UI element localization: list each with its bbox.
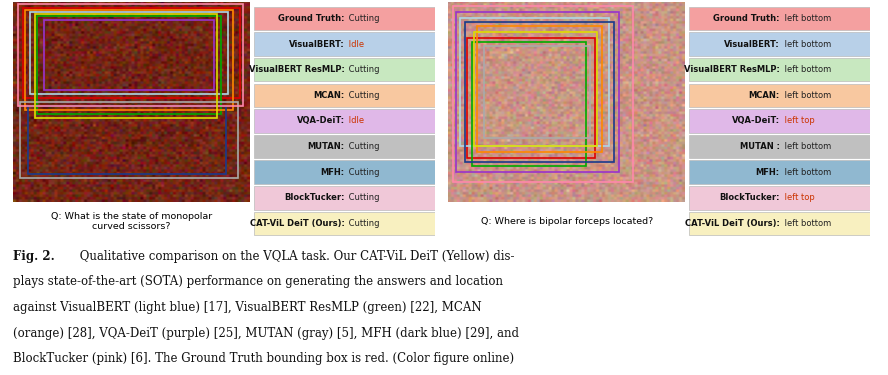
Bar (23, 8, 241, 98)
Text: Q: Where is bipolar forceps located?: Q: Where is bipolar forceps located? (480, 217, 653, 226)
Text: left top: left top (781, 116, 814, 125)
Bar (477, 26, 602, 152)
FancyBboxPatch shape (689, 7, 870, 30)
FancyBboxPatch shape (254, 7, 435, 30)
Text: BlockTucker:: BlockTucker: (719, 194, 780, 202)
Bar (28, 106, 226, 174)
FancyBboxPatch shape (689, 135, 870, 158)
Text: Cutting: Cutting (346, 194, 380, 202)
FancyBboxPatch shape (689, 186, 870, 210)
Text: left bottom: left bottom (781, 168, 831, 177)
Bar (20, 102, 238, 178)
Bar (474, 32, 598, 146)
Text: (orange) [28], VQA-DeiT (purple) [25], MUTAN (gray) [5], MFH (dark blue) [29], a: (orange) [28], VQA-DeiT (purple) [25], M… (13, 327, 519, 340)
Text: Cutting: Cutting (346, 65, 380, 74)
Bar (484, 46, 591, 138)
Text: Cutting: Cutting (346, 91, 380, 100)
Text: VQA-DeiT:: VQA-DeiT: (732, 116, 780, 125)
Text: Q: What is the state of monopolar
curved scissors?: Q: What is the state of monopolar curved… (51, 211, 212, 231)
Bar (35, 14, 217, 118)
Bar (25, 10, 234, 110)
Text: MFH:: MFH: (756, 168, 780, 177)
Text: BlockTucker:: BlockTucker: (284, 194, 345, 202)
Text: VisualBERT ResMLP:: VisualBERT ResMLP: (249, 65, 345, 74)
Bar (453, 6, 633, 183)
Text: MFH:: MFH: (321, 168, 345, 177)
FancyBboxPatch shape (689, 160, 870, 184)
Bar (456, 12, 619, 173)
Text: VisualBERT:: VisualBERT: (289, 40, 345, 49)
Text: Idle: Idle (346, 116, 365, 125)
FancyBboxPatch shape (689, 58, 870, 81)
FancyBboxPatch shape (254, 32, 435, 56)
Text: CAT-ViL DeiT (Ours):: CAT-ViL DeiT (Ours): (250, 219, 345, 228)
Text: MUTAN:: MUTAN: (307, 142, 345, 151)
FancyBboxPatch shape (254, 160, 435, 184)
Bar (44, 20, 214, 90)
Text: Cutting: Cutting (346, 219, 380, 228)
Text: left bottom: left bottom (781, 14, 831, 23)
Text: left bottom: left bottom (781, 91, 831, 100)
Text: BlockTucker (pink) [6]. The Ground Truth bounding box is red. (Color figure onli: BlockTucker (pink) [6]. The Ground Truth… (13, 352, 514, 365)
Bar (465, 22, 614, 162)
FancyBboxPatch shape (689, 211, 870, 235)
Text: left bottom: left bottom (781, 40, 831, 49)
FancyBboxPatch shape (689, 32, 870, 56)
Text: Ground Truth:: Ground Truth: (713, 14, 780, 23)
Bar (460, 18, 609, 146)
Bar (30, 12, 228, 94)
FancyBboxPatch shape (254, 135, 435, 158)
Bar (467, 38, 595, 158)
Text: Idle: Idle (346, 40, 365, 49)
FancyBboxPatch shape (254, 109, 435, 133)
Bar (37, 16, 221, 114)
Text: Cutting: Cutting (346, 142, 380, 151)
Text: left bottom: left bottom (781, 65, 831, 74)
Text: left top: left top (781, 194, 814, 202)
Text: Qualitative comparison on the VQLA task. Our CAT-ViL DeiT (Yellow) dis-: Qualitative comparison on the VQLA task.… (67, 249, 514, 262)
Text: Cutting: Cutting (346, 168, 380, 177)
FancyBboxPatch shape (254, 84, 435, 107)
Text: against VisualBERT (light blue) [17], VisualBERT ResMLP (green) [22], MCAN: against VisualBERT (light blue) [17], Vi… (13, 301, 482, 314)
FancyBboxPatch shape (254, 211, 435, 235)
Text: VQA-DeiT:: VQA-DeiT: (297, 116, 345, 125)
Text: Fig. 2.: Fig. 2. (13, 249, 55, 262)
FancyBboxPatch shape (689, 109, 870, 133)
Text: VisualBERT ResMLP:: VisualBERT ResMLP: (684, 65, 780, 74)
Text: plays state-of-the-art (SOTA) performance on generating the answers and location: plays state-of-the-art (SOTA) performanc… (13, 275, 503, 288)
FancyBboxPatch shape (254, 186, 435, 210)
Text: CAT-ViL DeiT (Ours):: CAT-ViL DeiT (Ours): (685, 219, 780, 228)
FancyBboxPatch shape (689, 84, 870, 107)
Bar (18, 4, 242, 106)
Text: MCAN:: MCAN: (313, 91, 345, 100)
Text: MUTAN :: MUTAN : (740, 142, 780, 151)
Text: VisualBERT:: VisualBERT: (724, 40, 780, 49)
Bar (472, 42, 585, 166)
FancyBboxPatch shape (254, 58, 435, 81)
Text: Ground Truth:: Ground Truth: (278, 14, 345, 23)
Text: MCAN:: MCAN: (749, 91, 780, 100)
Text: left bottom: left bottom (781, 142, 831, 151)
Text: Cutting: Cutting (346, 14, 380, 23)
Text: left bottom: left bottom (781, 219, 831, 228)
